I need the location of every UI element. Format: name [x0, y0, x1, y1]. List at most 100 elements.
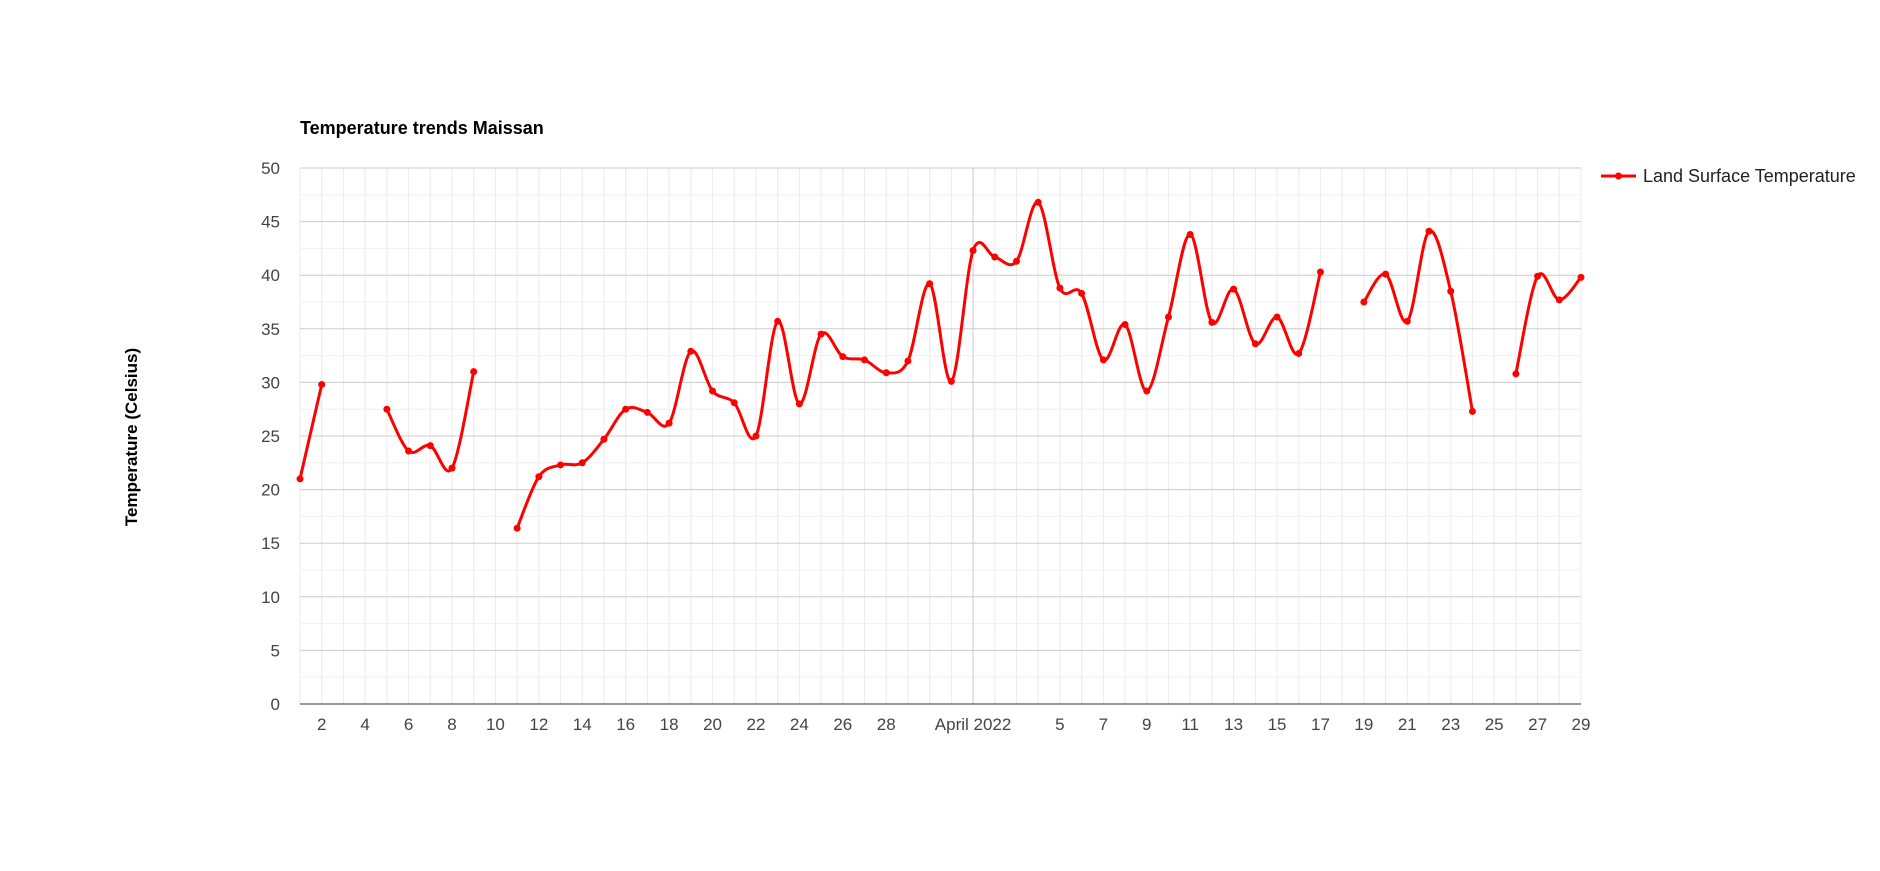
data-point[interactable] — [730, 399, 738, 407]
x-tick-label: 4 — [360, 715, 369, 734]
x-tick-label: 17 — [1311, 715, 1330, 734]
y-tick-label: 50 — [261, 159, 280, 178]
data-point[interactable] — [513, 524, 521, 532]
data-point[interactable] — [1468, 407, 1476, 415]
x-tick-label: 15 — [1268, 715, 1287, 734]
data-point[interactable] — [1512, 370, 1520, 378]
y-axis-label: Temperature (Celsius) — [122, 348, 141, 526]
data-point[interactable] — [1295, 349, 1303, 357]
data-point[interactable] — [643, 408, 651, 416]
data-point[interactable] — [426, 442, 434, 450]
data-point[interactable] — [557, 461, 565, 469]
data-point[interactable] — [687, 347, 695, 355]
series-line-segment — [515, 200, 1322, 529]
data-point[interactable] — [1447, 287, 1455, 295]
chart-title: Temperature trends Maissan — [300, 118, 544, 138]
x-tick-label: 24 — [790, 715, 809, 734]
data-point[interactable] — [600, 435, 608, 443]
x-tick-label: 19 — [1354, 715, 1373, 734]
x-tick-label: 23 — [1441, 715, 1460, 734]
data-point[interactable] — [405, 447, 413, 455]
x-tick-label: 9 — [1142, 715, 1151, 734]
data-point[interactable] — [1251, 340, 1259, 348]
data-point[interactable] — [1208, 318, 1216, 326]
data-point[interactable] — [448, 464, 456, 472]
x-tick-label: 8 — [447, 715, 456, 734]
data-point[interactable] — [1012, 257, 1020, 265]
x-tick-label: 20 — [703, 715, 722, 734]
major-gridlines — [300, 167, 1581, 704]
data-point[interactable] — [969, 247, 977, 255]
x-tick-label: 29 — [1572, 715, 1591, 734]
data-point[interactable] — [991, 253, 999, 261]
data-point[interactable] — [709, 387, 717, 395]
x-tick-label: 22 — [746, 715, 765, 734]
data-point[interactable] — [578, 459, 586, 467]
data-point[interactable] — [1230, 285, 1238, 293]
data-point[interactable] — [1164, 313, 1172, 321]
data-point[interactable] — [904, 357, 912, 365]
y-tick-label: 10 — [261, 588, 280, 607]
data-point[interactable] — [1186, 230, 1194, 238]
legend-swatch-dot — [1615, 172, 1622, 180]
data-point[interactable] — [1382, 270, 1390, 278]
x-tick-label: 2 — [317, 715, 326, 734]
data-point[interactable] — [622, 405, 630, 413]
legend-label: Land Surface Temperature — [1643, 166, 1856, 186]
series-points — [296, 198, 1585, 532]
data-point[interactable] — [1056, 284, 1064, 292]
data-point[interactable] — [1143, 387, 1151, 395]
series-line-segment — [298, 384, 324, 480]
data-point[interactable] — [318, 381, 326, 389]
x-tick-label: 7 — [1099, 715, 1108, 734]
data-point[interactable] — [1425, 227, 1433, 235]
y-tick-label: 35 — [261, 320, 280, 339]
data-point[interactable] — [1099, 356, 1107, 364]
x-tick-label: 21 — [1398, 715, 1417, 734]
data-point[interactable] — [535, 473, 543, 481]
data-point[interactable] — [1121, 321, 1129, 329]
series-lines — [298, 200, 1583, 529]
data-point[interactable] — [752, 432, 760, 440]
data-point[interactable] — [926, 280, 934, 288]
data-point[interactable] — [861, 356, 869, 364]
x-tick-label: 12 — [529, 715, 548, 734]
x-tick-label: 6 — [404, 715, 413, 734]
x-tick-label: April 2022 — [935, 715, 1012, 734]
x-tick-label: 13 — [1224, 715, 1243, 734]
data-point[interactable] — [947, 377, 955, 385]
y-tick-label: 30 — [261, 373, 280, 392]
y-tick-label: 25 — [261, 427, 280, 446]
data-point[interactable] — [296, 475, 304, 483]
data-point[interactable] — [774, 317, 782, 325]
data-point[interactable] — [1316, 268, 1324, 276]
y-tick-label: 0 — [271, 695, 280, 714]
data-point[interactable] — [795, 400, 803, 408]
x-tick-label: 28 — [877, 715, 896, 734]
x-axis-ticks: 2 4 6 8 10 12 14 16 18 20 22 24 26 28 April 2022 5 7 9 11 1… — [317, 715, 1590, 734]
data-point[interactable] — [1534, 272, 1542, 280]
y-tick-label: 5 — [271, 641, 280, 660]
data-point[interactable] — [1078, 289, 1086, 297]
data-point[interactable] — [1034, 198, 1042, 206]
x-tick-label: 11 — [1181, 715, 1199, 734]
x-tick-label: 16 — [616, 715, 635, 734]
data-point[interactable] — [1403, 317, 1411, 325]
y-axis-ticks: 0 5 10 15 20 25 30 35 40 45 50 — [261, 159, 280, 714]
x-tick-label: 27 — [1528, 715, 1547, 734]
data-point[interactable] — [817, 330, 825, 338]
series-line-segment — [1362, 229, 1474, 412]
data-point[interactable] — [839, 353, 847, 361]
series-line-segment — [1514, 272, 1583, 375]
data-point[interactable] — [1555, 296, 1563, 304]
data-point[interactable] — [470, 368, 478, 376]
x-tick-label: 5 — [1055, 715, 1064, 734]
data-point[interactable] — [1273, 313, 1281, 321]
data-point[interactable] — [665, 419, 673, 427]
data-point[interactable] — [383, 405, 391, 413]
data-point[interactable] — [1577, 273, 1585, 281]
data-point[interactable] — [1360, 298, 1368, 306]
data-point[interactable] — [882, 369, 890, 377]
